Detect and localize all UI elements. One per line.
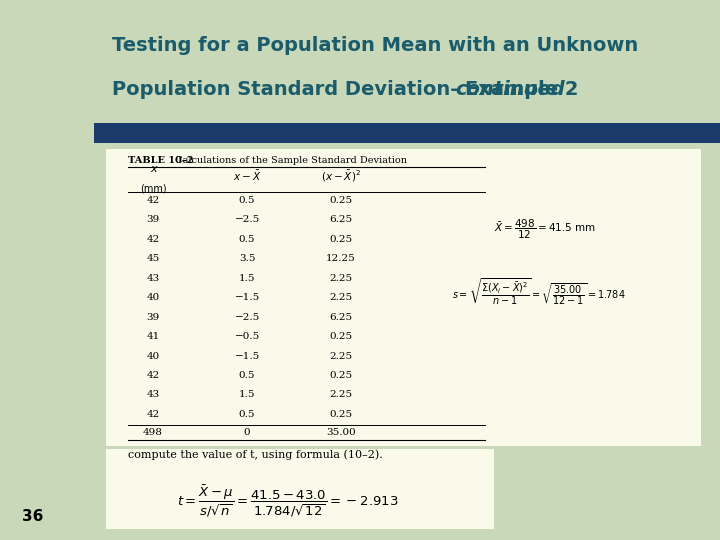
Text: $s = \sqrt{\dfrac{\Sigma(X_i - \bar{X})^2}{n-1}} = \sqrt{\dfrac{35.00}{12-1}} = : $s = \sqrt{\dfrac{\Sigma(X_i - \bar{X})^… bbox=[451, 276, 625, 307]
Text: continued: continued bbox=[456, 79, 565, 99]
Bar bbox=[94, 123, 720, 143]
Text: Population Standard Deviation- Example 2: Population Standard Deviation- Example 2 bbox=[112, 79, 585, 99]
Text: 6.25: 6.25 bbox=[330, 313, 353, 322]
Text: 12.25: 12.25 bbox=[326, 254, 356, 264]
Text: 0.5: 0.5 bbox=[239, 196, 256, 205]
Text: 0.5: 0.5 bbox=[239, 410, 256, 419]
Text: 41: 41 bbox=[146, 332, 160, 341]
Text: compute the value of t, using formula (10–2).: compute the value of t, using formula (1… bbox=[128, 449, 383, 460]
Text: $x - \bar{X}$: $x - \bar{X}$ bbox=[233, 169, 261, 183]
Text: 0.5: 0.5 bbox=[239, 371, 256, 380]
Text: 40: 40 bbox=[146, 352, 160, 361]
Text: (mm): (mm) bbox=[140, 184, 166, 194]
Text: 42: 42 bbox=[146, 371, 160, 380]
Text: 2.25: 2.25 bbox=[330, 293, 353, 302]
Text: Testing for a Population Mean with an Unknown: Testing for a Population Mean with an Un… bbox=[112, 36, 639, 56]
Text: $(x - \bar{X})^2$: $(x - \bar{X})^2$ bbox=[321, 168, 361, 184]
Text: Calculations of the Sample Standard Deviation: Calculations of the Sample Standard Devi… bbox=[168, 156, 407, 165]
Bar bbox=[106, 148, 701, 445]
Text: 45: 45 bbox=[146, 254, 160, 264]
Bar bbox=[106, 449, 495, 529]
Text: 0.25: 0.25 bbox=[330, 371, 353, 380]
Text: 0.25: 0.25 bbox=[330, 196, 353, 205]
Text: 498: 498 bbox=[143, 428, 163, 437]
Text: −1.5: −1.5 bbox=[235, 352, 260, 361]
Text: 39: 39 bbox=[146, 215, 160, 225]
Text: 40: 40 bbox=[146, 293, 160, 302]
Text: 42: 42 bbox=[146, 235, 160, 244]
Text: 2.25: 2.25 bbox=[330, 390, 353, 400]
Text: 2.25: 2.25 bbox=[330, 274, 353, 283]
Text: 0: 0 bbox=[244, 428, 251, 437]
Text: 35.00: 35.00 bbox=[326, 428, 356, 437]
Text: 1.5: 1.5 bbox=[239, 274, 256, 283]
Text: TABLE 10–2: TABLE 10–2 bbox=[128, 156, 194, 165]
Text: $t = \dfrac{\bar{X} - \mu}{s/\sqrt{n}} = \dfrac{41.5 - 43.0}{1.784/\sqrt{12}} = : $t = \dfrac{\bar{X} - \mu}{s/\sqrt{n}} =… bbox=[177, 483, 398, 519]
Text: 0.5: 0.5 bbox=[239, 235, 256, 244]
Text: 36: 36 bbox=[22, 509, 43, 524]
Text: 0.25: 0.25 bbox=[330, 235, 353, 244]
Text: 42: 42 bbox=[146, 410, 160, 419]
Text: 2.25: 2.25 bbox=[330, 352, 353, 361]
Text: 0.25: 0.25 bbox=[330, 410, 353, 419]
Text: 1.5: 1.5 bbox=[239, 390, 256, 400]
Text: −2.5: −2.5 bbox=[235, 215, 260, 225]
Text: 42: 42 bbox=[146, 196, 160, 205]
Text: −0.5: −0.5 bbox=[235, 332, 260, 341]
Text: x: x bbox=[150, 164, 156, 174]
Text: 3.5: 3.5 bbox=[239, 254, 256, 264]
Text: 43: 43 bbox=[146, 274, 160, 283]
Text: 39: 39 bbox=[146, 313, 160, 322]
Text: 43: 43 bbox=[146, 390, 160, 400]
Text: 6.25: 6.25 bbox=[330, 215, 353, 225]
Text: −1.5: −1.5 bbox=[235, 293, 260, 302]
Text: −2.5: −2.5 bbox=[235, 313, 260, 322]
Bar bbox=[94, 0, 720, 124]
Text: 0.25: 0.25 bbox=[330, 332, 353, 341]
Text: $\bar{X} = \dfrac{498}{12} = 41.5\ \mathrm{mm}$: $\bar{X} = \dfrac{498}{12} = 41.5\ \math… bbox=[494, 218, 595, 241]
